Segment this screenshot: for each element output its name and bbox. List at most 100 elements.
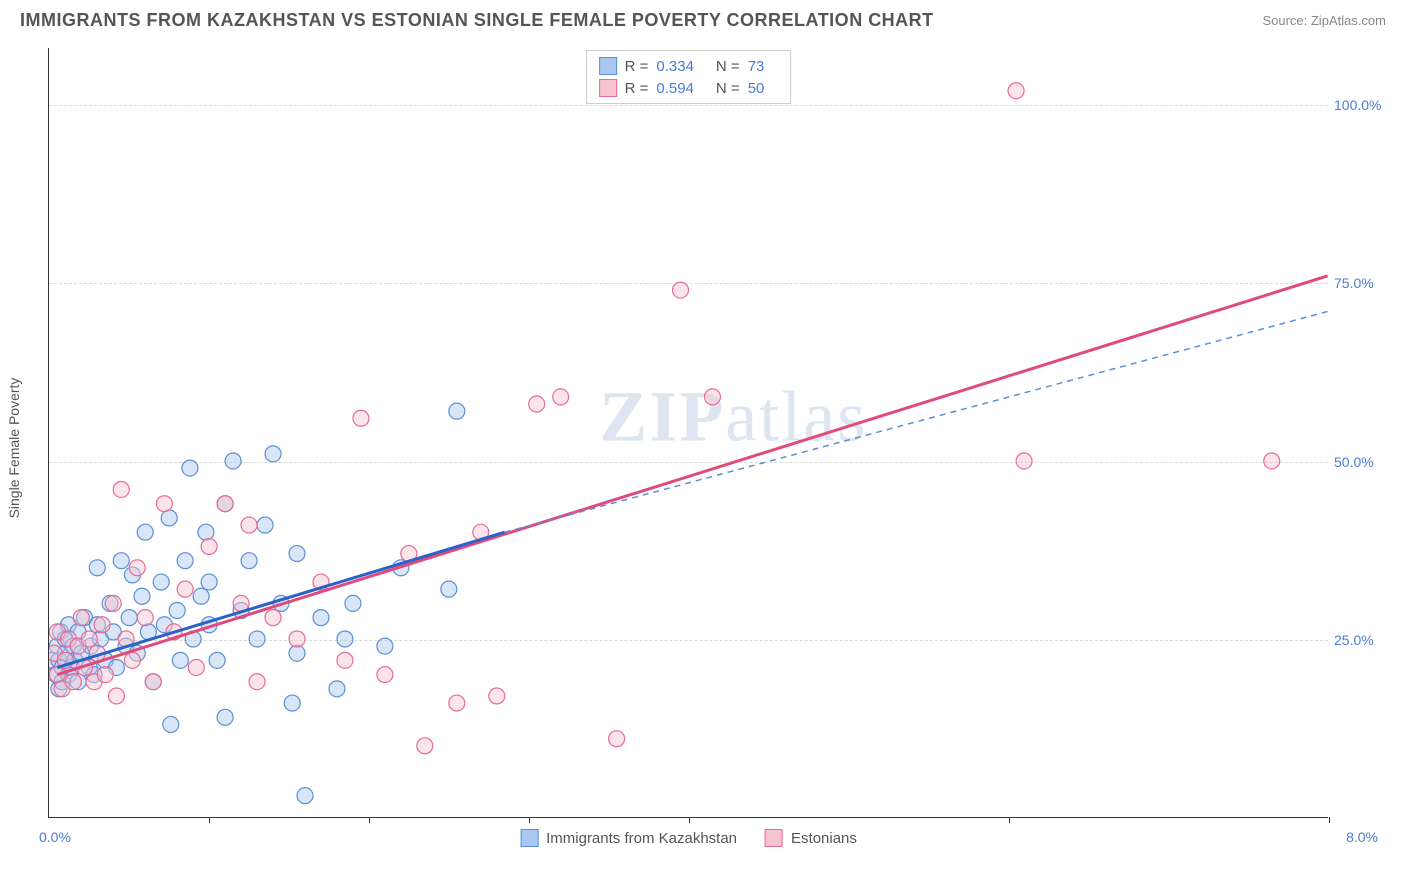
- scatter-point: [609, 731, 625, 747]
- scatter-point: [257, 517, 273, 533]
- x-tick: [529, 817, 530, 823]
- legend-series-label-2: Estonians: [791, 830, 857, 847]
- scatter-point: [449, 695, 465, 711]
- scatter-point: [108, 688, 124, 704]
- scatter-point: [97, 667, 113, 683]
- scatter-point: [156, 496, 172, 512]
- scatter-point: [163, 716, 179, 732]
- legend-stats-row-1: R = 0.334 N = 73: [599, 55, 779, 77]
- scatter-point: [265, 446, 281, 462]
- x-tick: [369, 817, 370, 823]
- scatter-point: [188, 659, 204, 675]
- scatter-point: [177, 553, 193, 569]
- scatter-point: [137, 524, 153, 540]
- y-tick-label: 100.0%: [1334, 97, 1386, 113]
- scatter-point: [209, 652, 225, 668]
- legend-n-value-1: 73: [748, 58, 765, 75]
- x-tick: [209, 817, 210, 823]
- x-tick: [1329, 817, 1330, 823]
- legend-swatch-blue: [599, 57, 617, 75]
- scatter-point: [441, 581, 457, 597]
- legend-n-label-1: N =: [716, 58, 740, 75]
- scatter-point: [172, 652, 188, 668]
- scatter-point: [337, 652, 353, 668]
- chart-title: IMMIGRANTS FROM KAZAKHSTAN VS ESTONIAN S…: [20, 10, 934, 31]
- legend-r-label-2: R =: [625, 80, 649, 97]
- scatter-point: [249, 631, 265, 647]
- scatter-point: [1264, 453, 1280, 469]
- scatter-point: [198, 524, 214, 540]
- scatter-point: [489, 688, 505, 704]
- x-axis-max-label: 8.0%: [1346, 829, 1378, 845]
- source-attribution: Source: ZipAtlas.com: [1262, 13, 1386, 28]
- scatter-point: [81, 631, 97, 647]
- scatter-point: [153, 574, 169, 590]
- scatter-point: [161, 510, 177, 526]
- scatter-point: [225, 453, 241, 469]
- scatter-point: [1016, 453, 1032, 469]
- x-axis-min-label: 0.0%: [39, 829, 71, 845]
- scatter-point: [329, 681, 345, 697]
- scatter-point: [289, 631, 305, 647]
- y-tick-label: 50.0%: [1334, 454, 1386, 470]
- scatter-point: [284, 695, 300, 711]
- scatter-point: [129, 560, 145, 576]
- plot-area: ZIPatlas R = 0.334 N = 73 R = 0.594 N = …: [48, 48, 1328, 818]
- x-tick: [689, 817, 690, 823]
- scatter-point: [89, 560, 105, 576]
- scatter-point: [182, 460, 198, 476]
- scatter-point: [353, 410, 369, 426]
- scatter-point: [105, 595, 121, 611]
- source-link[interactable]: ZipAtlas.com: [1311, 13, 1386, 28]
- scatter-point: [289, 645, 305, 661]
- scatter-point: [704, 389, 720, 405]
- scatter-point: [217, 709, 233, 725]
- scatter-point: [417, 738, 433, 754]
- legend-n-value-2: 50: [748, 80, 765, 97]
- scatter-point: [201, 574, 217, 590]
- scatter-point: [121, 610, 137, 626]
- scatter-point: [145, 674, 161, 690]
- x-tick: [1009, 817, 1010, 823]
- legend-stats: R = 0.334 N = 73 R = 0.594 N = 50: [586, 50, 792, 104]
- legend-series-item-2: Estonians: [765, 829, 857, 847]
- scatter-point: [265, 610, 281, 626]
- legend-series: Immigrants from Kazakhstan Estonians: [520, 829, 857, 847]
- scatter-point: [124, 652, 140, 668]
- scatter-point: [377, 667, 393, 683]
- scatter-point: [377, 638, 393, 654]
- chart-container: ZIPatlas R = 0.334 N = 73 R = 0.594 N = …: [48, 48, 1388, 848]
- legend-stats-row-2: R = 0.594 N = 50: [599, 77, 779, 99]
- scatter-point: [134, 588, 150, 604]
- trendline-kazakhstan-extrapolated: [505, 311, 1328, 532]
- scatter-point: [345, 595, 361, 611]
- trendline-estonians: [57, 276, 1327, 675]
- legend-swatch-blue-2: [520, 829, 538, 847]
- legend-r-label-1: R =: [625, 58, 649, 75]
- legend-swatch-pink: [599, 79, 617, 97]
- legend-r-value-1: 0.334: [656, 58, 694, 75]
- chart-svg: [49, 48, 1328, 817]
- scatter-point: [217, 496, 233, 512]
- scatter-point: [113, 553, 129, 569]
- scatter-point: [113, 481, 129, 497]
- scatter-point: [241, 517, 257, 533]
- scatter-point: [553, 389, 569, 405]
- scatter-point: [289, 546, 305, 562]
- scatter-point: [193, 588, 209, 604]
- scatter-point: [249, 674, 265, 690]
- legend-series-item-1: Immigrants from Kazakhstan: [520, 829, 737, 847]
- scatter-point: [169, 603, 185, 619]
- scatter-point: [201, 538, 217, 554]
- y-axis-title: Single Female Poverty: [6, 378, 22, 519]
- scatter-point: [673, 282, 689, 298]
- legend-swatch-pink-2: [765, 829, 783, 847]
- source-label: Source:: [1262, 13, 1310, 28]
- scatter-point: [337, 631, 353, 647]
- scatter-point: [65, 674, 81, 690]
- scatter-point: [297, 788, 313, 804]
- scatter-point: [73, 610, 89, 626]
- legend-n-label-2: N =: [716, 80, 740, 97]
- scatter-point: [241, 553, 257, 569]
- legend-r-value-2: 0.594: [656, 80, 694, 97]
